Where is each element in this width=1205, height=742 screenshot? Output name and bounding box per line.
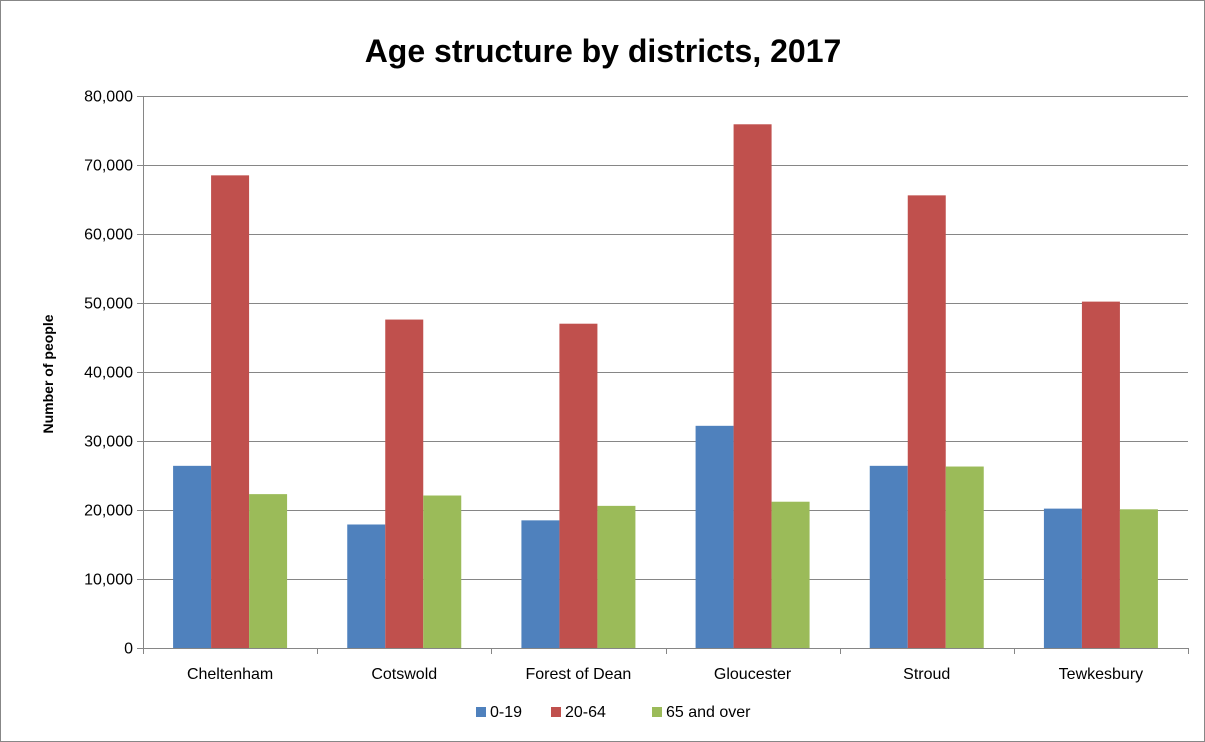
chart-title: Age structure by districts, 2017 <box>365 33 842 69</box>
bar <box>521 520 560 648</box>
y-tick-label: 10,000 <box>84 572 133 589</box>
bar <box>347 524 386 648</box>
bar <box>385 319 424 648</box>
bar <box>211 175 250 648</box>
y-tick-label: 70,000 <box>84 158 133 175</box>
bar <box>597 505 636 648</box>
y-tick-label: 30,000 <box>84 434 133 451</box>
bar <box>869 465 908 648</box>
legend-label: 65 and over <box>666 704 751 721</box>
legend-swatch <box>476 707 486 717</box>
gridlines <box>143 96 1188 580</box>
bar <box>1119 509 1158 648</box>
legend-label: 0-19 <box>490 704 522 721</box>
y-tick-label: 50,000 <box>84 296 133 313</box>
y-tick-label: 20,000 <box>84 503 133 520</box>
legend-swatch <box>652 707 662 717</box>
bar <box>733 124 772 649</box>
x-axis-ticks: Cheltenham Cotswold Forest of Dean Gloucest… <box>143 648 1189 683</box>
y-tick-label: 40,000 <box>84 365 133 382</box>
bar <box>945 466 984 648</box>
x-tick-label: Forest of Dean <box>526 666 632 683</box>
bar <box>1043 508 1082 648</box>
x-tick-label: Gloucester <box>714 666 792 683</box>
x-tick-label: Tewkesbury <box>1059 666 1143 683</box>
y-tick-label: 0 <box>124 641 133 658</box>
bar <box>173 465 212 648</box>
bar <box>695 425 734 648</box>
bars <box>173 124 1158 649</box>
bar <box>1081 301 1120 648</box>
y-tick-label: 80,000 <box>84 89 133 106</box>
bar <box>771 501 810 648</box>
legend-swatch <box>551 707 561 717</box>
bar <box>249 494 288 648</box>
x-tick-label: Cotswold <box>371 666 437 683</box>
legend-label: 20-64 <box>565 704 606 721</box>
x-tick-label: Cheltenham <box>187 666 273 683</box>
x-tick-label: Stroud <box>903 666 950 683</box>
y-tick-label: 60,000 <box>84 227 133 244</box>
legend: 0-19 20-64 65 and over <box>476 704 751 721</box>
y-axis-label: Number of people <box>40 314 56 433</box>
y-axis-ticks: 0 10,000 20,000 30,000 40,000 50,000 60,000 70,… <box>84 89 143 658</box>
bar <box>423 495 462 648</box>
bar <box>907 195 946 649</box>
bar <box>559 323 598 648</box>
